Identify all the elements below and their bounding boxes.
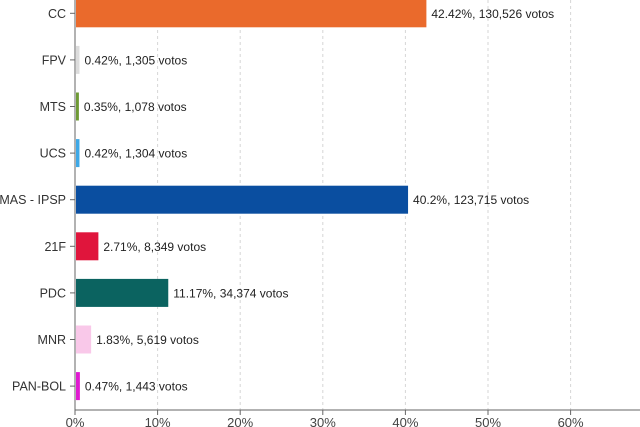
category-label: PDC: [40, 286, 66, 300]
x-tick-label: 30%: [310, 415, 336, 427]
bar: [76, 325, 92, 354]
category-label: MNR: [38, 333, 66, 347]
data-label: 0.35%, 1,078 votos: [84, 100, 187, 114]
x-tick-label: 50%: [475, 415, 501, 427]
data-label: 1.83%, 5,619 votos: [96, 333, 199, 347]
category-label: UCS: [40, 147, 66, 161]
category-label: CC: [48, 7, 66, 21]
data-labels: 42.42%, 130,526 votos 0.42%, 1,305 votos 0…: [84, 7, 554, 394]
bar: [76, 45, 80, 74]
bar: [76, 139, 80, 168]
x-tick-label: 20%: [227, 415, 253, 427]
data-label: 0.42%, 1,305 votos: [84, 53, 187, 67]
x-tick-label: 10%: [145, 415, 171, 427]
category-label: 21F: [44, 240, 66, 254]
category-label: PAN-BOL: [12, 380, 66, 394]
bar: [76, 372, 80, 401]
bar: [76, 92, 79, 121]
category-label: MAS - IPSP: [0, 193, 66, 207]
x-tick-label: 60%: [558, 415, 584, 427]
bar: [76, 185, 409, 214]
data-label: 0.47%, 1,443 votos: [85, 380, 188, 394]
bar: [76, 0, 427, 28]
data-label: 42.42%, 130,526 votos: [431, 7, 554, 21]
x-tick-label: 0%: [66, 415, 85, 427]
data-label: 2.71%, 8,349 votos: [103, 240, 206, 254]
x-tick-label: 40%: [392, 415, 418, 427]
data-label: 40.2%, 123,715 votos: [413, 193, 529, 207]
bar: [76, 278, 169, 307]
bar: [76, 232, 99, 261]
data-label: 11.17%, 34,374 votos: [173, 286, 288, 300]
bars: [76, 0, 427, 401]
category-label: FPV: [42, 53, 67, 67]
data-label: 0.42%, 1,304 votos: [84, 147, 187, 161]
category-label: MTS: [40, 100, 66, 114]
